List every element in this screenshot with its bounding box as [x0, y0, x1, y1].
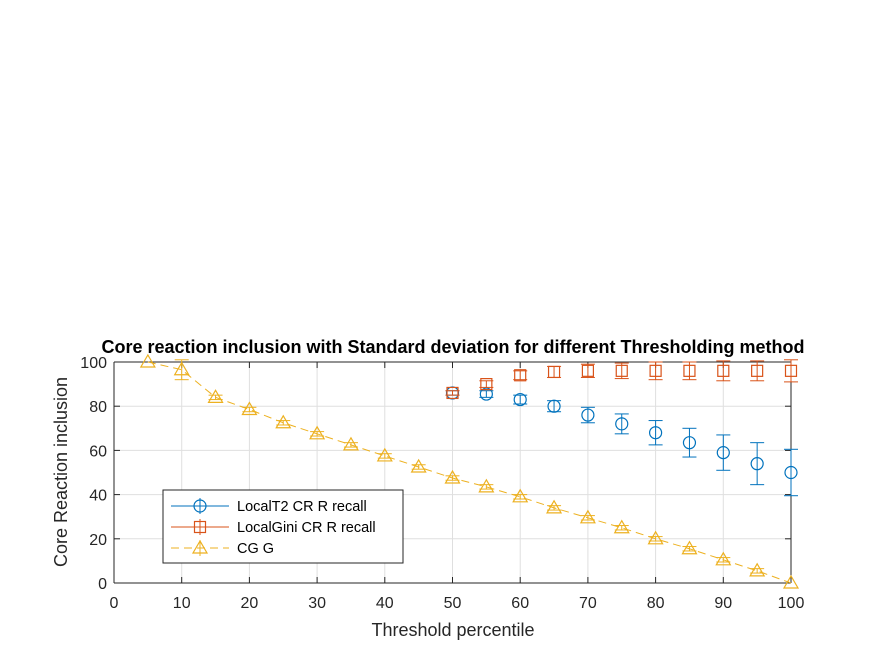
y-tick-label: 100 — [80, 355, 107, 372]
x-tick-label: 50 — [444, 595, 462, 612]
x-tick-label: 30 — [308, 595, 326, 612]
x-tick-label: 40 — [376, 595, 394, 612]
x-tick-label: 10 — [173, 595, 191, 612]
legend-marker — [193, 499, 207, 513]
series-1 — [445, 359, 798, 400]
tick-labels: 0 10 20 30 40 50 60 70 80 90 100 0 20 40 60 80 100 — [80, 355, 804, 612]
legend-label: CG G — [237, 541, 274, 557]
data-point — [615, 417, 629, 431]
data-point — [241, 401, 258, 416]
x-tick-label: 90 — [714, 595, 732, 612]
data-point — [581, 408, 595, 422]
x-tick-label: 20 — [241, 595, 259, 612]
data-point — [514, 369, 527, 382]
data-point — [717, 364, 730, 377]
x-axis-label: Threshold percentile — [371, 620, 534, 640]
data-point — [751, 364, 764, 377]
data-point — [547, 399, 561, 413]
legend-label: LocalT2 CR R recall — [237, 499, 367, 515]
legend: LocalT2 CR R recall LocalGini CR R recall… — [162, 489, 404, 564]
x-tick-label: 0 — [110, 595, 119, 612]
data-point — [579, 509, 596, 524]
x-tick-label: 70 — [579, 595, 597, 612]
y-tick-label: 0 — [98, 576, 107, 593]
data-point — [749, 562, 766, 577]
series-2 — [139, 353, 800, 589]
data-point — [648, 426, 663, 440]
legend-marker — [193, 520, 207, 534]
chart-title: Core reaction inclusion with Standard de… — [101, 337, 804, 357]
data-point — [716, 446, 730, 460]
y-tick-label: 40 — [89, 488, 107, 505]
data-point — [410, 458, 427, 473]
data-point — [479, 387, 493, 401]
data-point — [682, 436, 697, 450]
y-axis-label: Core Reaction inclusion — [51, 377, 71, 567]
y-tick-label: 80 — [89, 399, 107, 416]
data-point — [207, 389, 224, 403]
data-point — [478, 478, 495, 493]
data-point — [581, 364, 595, 377]
data-point — [784, 364, 798, 377]
data-point — [547, 365, 561, 379]
legend-item-0: LocalT2 CR R recall — [171, 498, 367, 515]
data-point — [173, 361, 190, 376]
data-point — [376, 447, 393, 462]
data-point — [512, 488, 529, 503]
x-tick-label: 80 — [647, 595, 665, 612]
data-point — [444, 469, 461, 484]
x-tick-label: 60 — [511, 595, 529, 612]
data-point — [681, 540, 698, 555]
data-point — [513, 392, 527, 407]
data-point — [784, 465, 798, 480]
legend-marker — [191, 539, 209, 554]
data-point — [649, 364, 662, 377]
x-tick-label: 100 — [778, 595, 805, 612]
series-0 — [445, 386, 798, 497]
data-point — [446, 386, 459, 400]
y-tick-label: 20 — [89, 532, 107, 549]
data-point — [480, 378, 493, 391]
data-series — [139, 353, 800, 589]
data-point — [139, 353, 156, 368]
y-tick-label: 60 — [89, 443, 107, 460]
data-point — [750, 457, 764, 471]
data-point — [782, 574, 800, 589]
data-point — [546, 499, 563, 514]
data-point — [613, 519, 630, 534]
data-point — [715, 551, 732, 566]
data-point — [309, 425, 326, 440]
legend-item-2: CG G — [171, 539, 274, 557]
legend-label: LocalGini CR R recall — [237, 520, 376, 536]
data-point — [647, 530, 664, 545]
data-point — [342, 436, 359, 451]
data-point — [615, 364, 628, 377]
data-point — [275, 414, 292, 429]
legend-item-1: LocalGini CR R recall — [171, 519, 376, 536]
data-point — [683, 364, 696, 377]
